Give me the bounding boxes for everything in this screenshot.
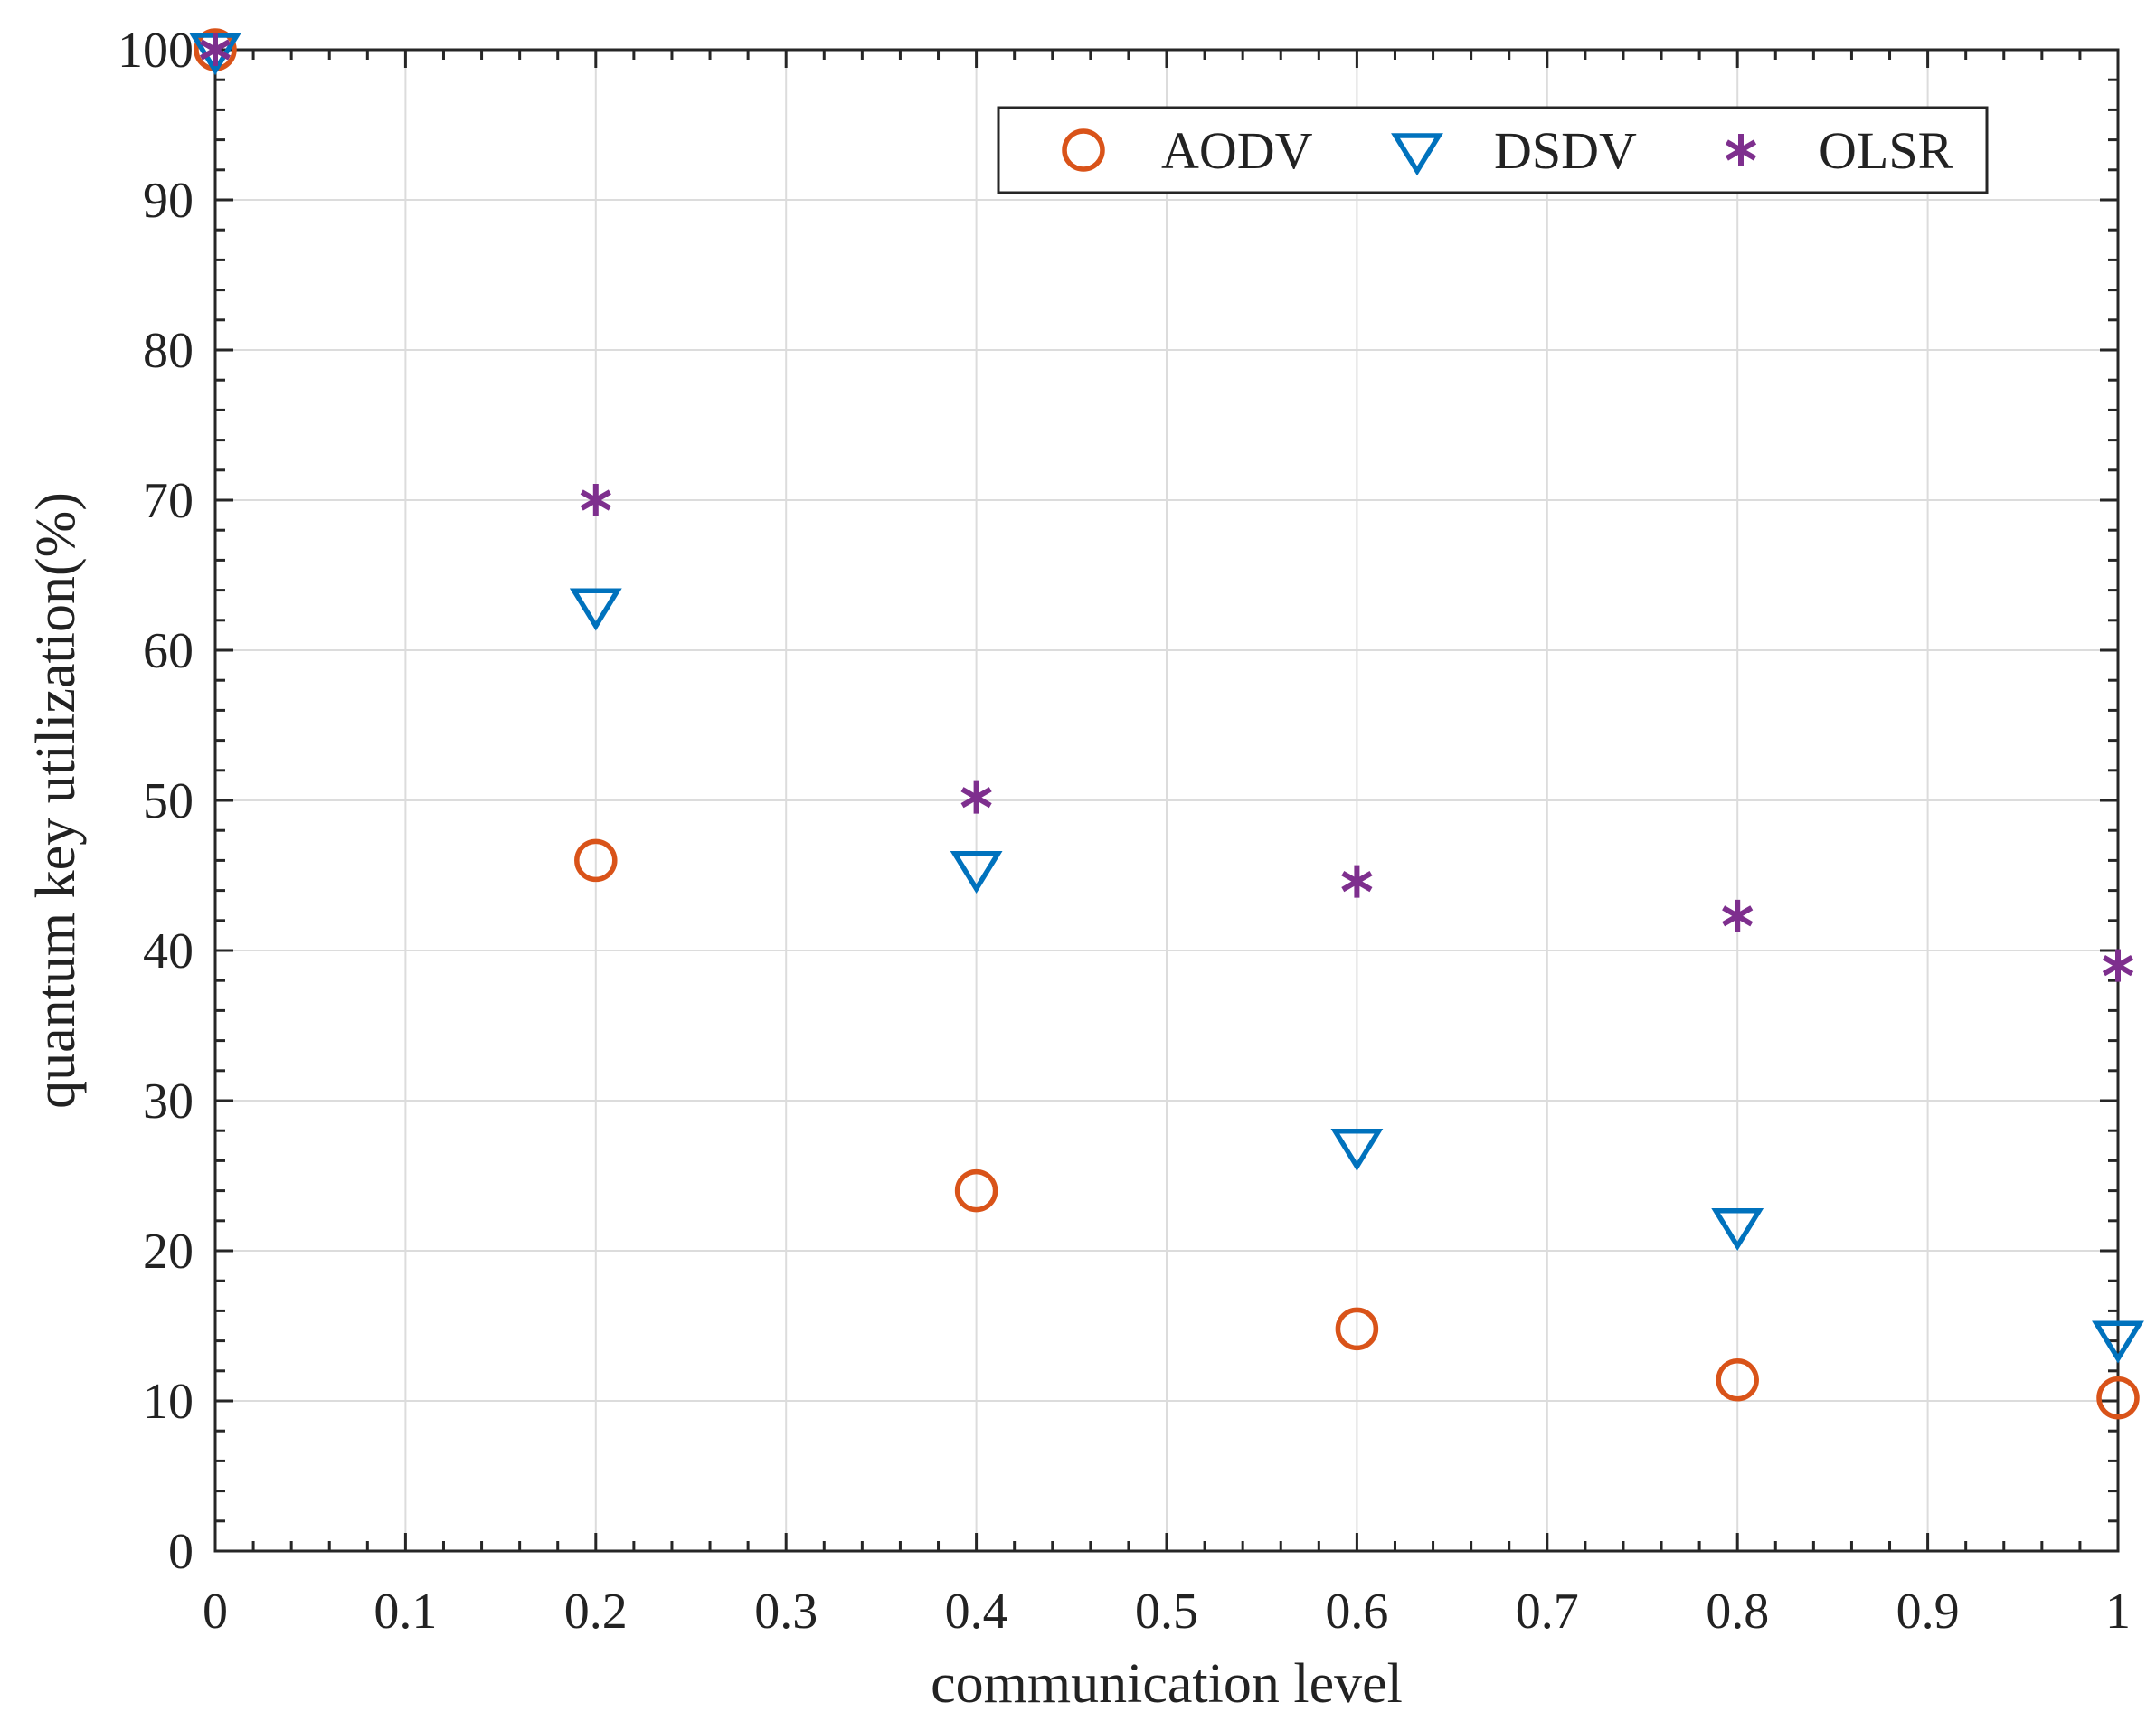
y-tick-label: 40 xyxy=(143,923,194,979)
y-tick-label: 50 xyxy=(143,773,194,829)
aodv-point xyxy=(1335,1307,1379,1351)
dsdv-point xyxy=(950,850,1003,894)
aodv-point xyxy=(954,1168,998,1213)
dsdv-point xyxy=(1330,1129,1384,1172)
x-tick-label: 0.9 xyxy=(1896,1584,1960,1640)
aodv-point xyxy=(574,838,618,883)
aodv-point xyxy=(1716,1358,1759,1402)
y-tick-label: 10 xyxy=(143,1374,194,1430)
legend-box xyxy=(997,106,1989,194)
olsr-point xyxy=(199,33,232,66)
legend-label-dsdv: DSDV xyxy=(1494,121,1637,180)
y-tick-label: 100 xyxy=(118,23,194,79)
data-markers xyxy=(189,28,2144,1420)
x-tick-label: 1 xyxy=(2105,1584,2131,1640)
olsr-point xyxy=(1341,865,1373,898)
y-tick-label: 30 xyxy=(143,1074,194,1130)
dsdv-point xyxy=(569,588,622,631)
olsr-point xyxy=(580,484,611,516)
dsdv-point xyxy=(1711,1208,1764,1252)
olsr-point xyxy=(960,780,992,814)
olsr-point xyxy=(2102,949,2134,982)
x-tick-label: 0.6 xyxy=(1325,1584,1388,1640)
legend: AODV DSDV OLSR xyxy=(997,106,1989,194)
x-tick-label: 0 xyxy=(203,1584,228,1640)
y-tick-label: 60 xyxy=(143,623,194,679)
x-tick-label: 0.4 xyxy=(945,1584,1008,1640)
legend-label-olsr: OLSR xyxy=(1819,121,1953,180)
x-tick-label: 0.5 xyxy=(1135,1584,1198,1640)
x-tick-label: 0.2 xyxy=(564,1584,628,1640)
y-tick-label: 0 xyxy=(168,1524,194,1580)
olsr-point xyxy=(1722,899,1754,932)
legend-items: AODV DSDV OLSR xyxy=(1062,121,1953,180)
axis-ticks xyxy=(213,48,2120,1553)
y-tick-label: 70 xyxy=(143,473,194,529)
x-axis-label: communication level xyxy=(931,1653,1403,1715)
y-axis-label: quantum key utilization(%) xyxy=(25,492,87,1109)
x-tick-label: 0.7 xyxy=(1516,1584,1579,1640)
legend-marker-olsr xyxy=(1725,134,1757,166)
y-axis-tick-labels: 0 10 20 30 40 50 60 70 80 90 100 xyxy=(118,23,194,1580)
legend-marker-dsdv xyxy=(1391,133,1443,176)
x-tick-label: 0.1 xyxy=(374,1584,437,1640)
aodv-point xyxy=(2096,1376,2140,1420)
x-tick-label: 0.3 xyxy=(754,1584,818,1640)
legend-label-aodv: AODV xyxy=(1161,121,1313,180)
y-tick-label: 80 xyxy=(143,323,194,379)
x-axis-tick-labels: 0 0.1 0.2 0.3 0.4 0.5 0.6 0.7 0.8 0.9 1 xyxy=(203,1584,2131,1640)
legend-marker-aodv xyxy=(1062,128,1105,172)
x-tick-label: 0.8 xyxy=(1706,1584,1769,1640)
grid xyxy=(215,50,2118,1551)
y-tick-label: 20 xyxy=(143,1224,194,1280)
dsdv-point xyxy=(2092,1320,2144,1364)
y-tick-label: 90 xyxy=(143,173,194,229)
